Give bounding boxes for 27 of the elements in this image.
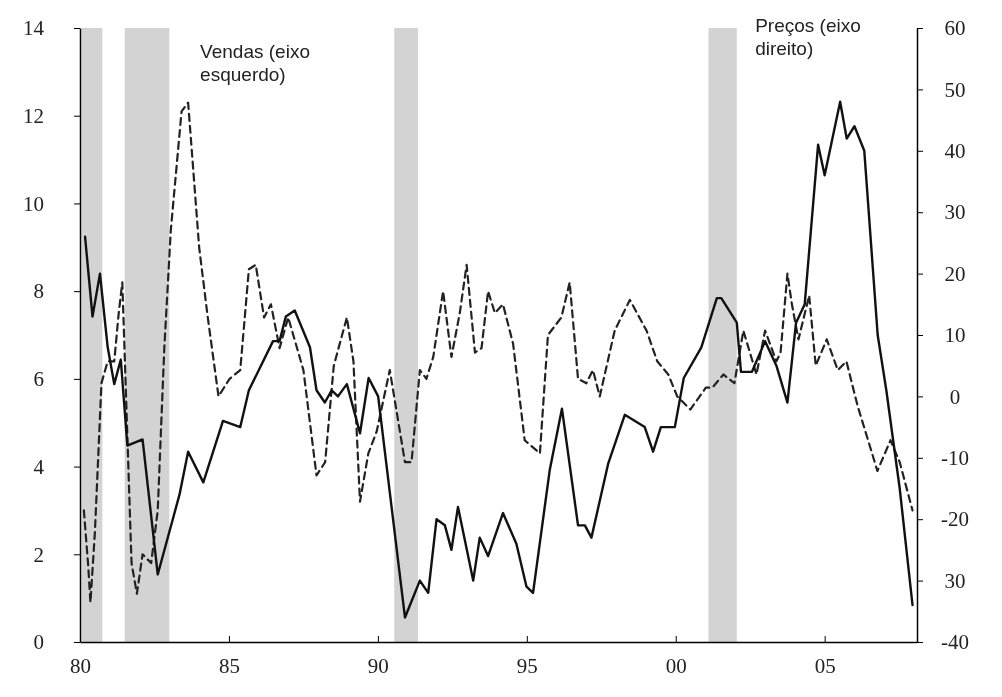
y2-tick-label: -20 [941,507,969,532]
x-tick-label: 00 [665,653,687,678]
y2-tick-label: 0 [949,384,961,409]
x-tick-label: 95 [516,653,538,678]
y2-tick-label: 30 [944,200,966,225]
y2-tick-label: 60 [944,16,966,41]
x-tick-label: 05 [814,653,836,678]
x-tick-label: 90 [367,653,389,678]
y2-tick-label: -10 [941,446,969,471]
x-tick-label: 80 [70,653,91,678]
series-label: Vendas (eixo esquerdo) [200,40,310,85]
y-tick-label: 6 [33,367,44,392]
y2-tick-label: -40 [941,630,969,655]
y-tick-label: 12 [23,103,44,128]
y-tick-label: 0 [33,630,44,655]
y2-tick-label: 40 [944,139,966,164]
y-tick-label: 10 [23,191,44,216]
x-tick-label: 85 [218,653,240,678]
text: Preços (eixo direito) [755,14,861,59]
y-tick-label: 14 [23,16,45,41]
y-tick-label: 8 [33,279,44,304]
y2-tick-label: 20 [944,261,966,286]
y2-tick-label: 50 [944,77,966,102]
y-tick-label: 2 [33,542,44,567]
y2-tick-label: 10 [944,323,966,348]
y-tick-label: 4 [33,454,45,479]
y2-tick-label: 30 [944,568,966,593]
